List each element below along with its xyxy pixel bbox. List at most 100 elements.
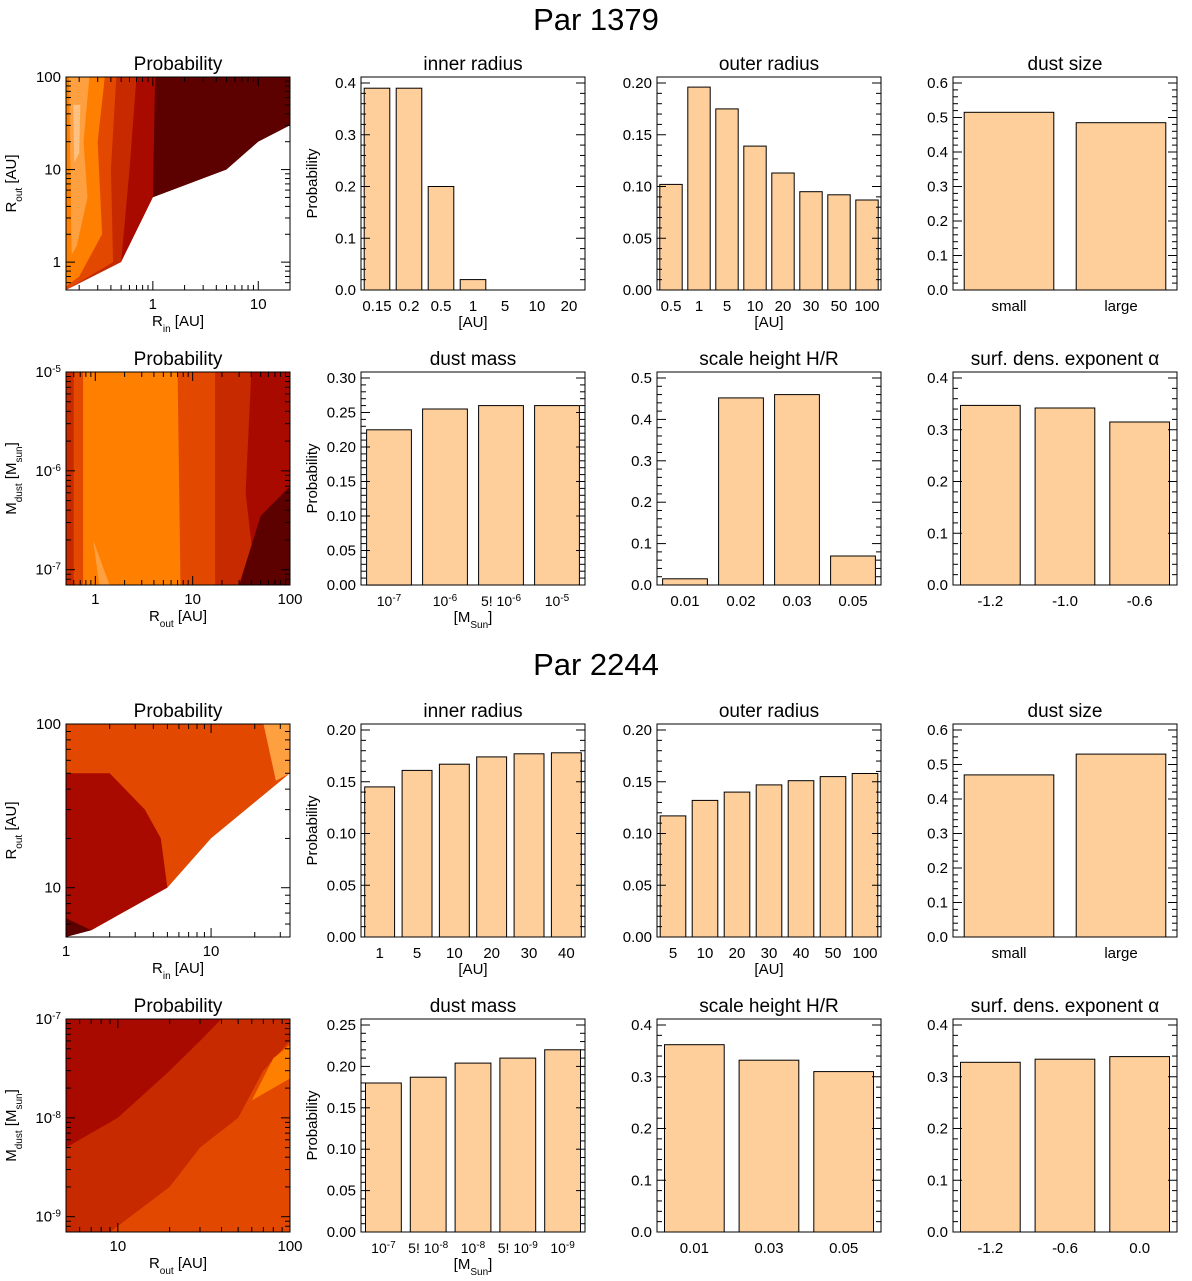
y-tick-label: 0.05: [327, 1183, 356, 1200]
panel-p2244-surf-dens: surf. dens. exponent α 0.0 0.1 0.2 0.3 0.4 -1.…: [927, 996, 1178, 1257]
plot-frame: [360, 1018, 586, 1233]
y-tick-label: 0.2: [927, 1121, 948, 1138]
y-tick-label: 0.15: [623, 774, 652, 791]
y-axis-label: Rout [AU]: [3, 801, 25, 859]
y-tick-label: 0.15: [327, 474, 356, 491]
bar: [963, 111, 1055, 291]
y-tick-label: 0.4: [927, 144, 948, 161]
bar: [691, 799, 719, 938]
bar: [755, 784, 783, 938]
y-tick-label: 0.4: [927, 370, 948, 387]
x-tick-label: 5: [501, 298, 509, 315]
y-axis-label: Rout [AU]: [3, 154, 25, 212]
panel-p2244-scale-height: scale height H/R 0.0 0.1 0.2 0.3 0.4 0.01 0.03 0…: [631, 996, 882, 1257]
y-tick-label: 0.3: [927, 179, 948, 196]
y-tick-label: 0.20: [327, 439, 356, 456]
bar: [550, 752, 582, 938]
panel-title: Probability: [134, 54, 223, 75]
y-tick-label: 0.3: [927, 826, 948, 843]
y-tick-label: 0.2: [927, 474, 948, 491]
x-tick-label: 10: [250, 296, 267, 313]
bar: [963, 774, 1055, 938]
x-tick-label: 30: [803, 298, 820, 315]
x-tick-label: 10: [184, 591, 201, 608]
y-tick-label: 0.1: [927, 1172, 948, 1189]
y-tick-label: 0.00: [327, 577, 356, 594]
y-tick-label: 0.5: [927, 757, 948, 774]
panel-p1379-prob-rout-mdust: Probability 1 10 100 10-7 10-6 10-5 Rout [AU] Md…: [3, 349, 303, 630]
y-tick-label: 10-6: [35, 462, 61, 480]
y-axis-label: Mdust [Msun]: [3, 442, 25, 515]
panel-p2244-prob-rout-mdust: Probability 10 100 10-9 10-8 10-7 Rout [AU] Mdu…: [3, 996, 303, 1277]
y-tick-label: 0.5: [631, 370, 652, 387]
x-tick-label: 5: [723, 298, 731, 315]
panel-p1379-surf-dens: surf. dens. exponent α 0.0 0.1 0.2 0.3 0.4 -1.…: [927, 349, 1178, 610]
x-tick-label: 0.2: [399, 298, 420, 315]
x-axis-label: Rin [AU]: [152, 960, 204, 982]
bar: [1034, 1058, 1096, 1233]
contour-area: [66, 724, 290, 937]
plot-frame: [952, 723, 1178, 938]
x-tick-label: -0.6: [1052, 1240, 1078, 1257]
y-tick-label: 0.00: [623, 282, 652, 299]
y-tick-label: 0.25: [327, 405, 356, 422]
y-tick-label: 0.05: [623, 230, 652, 247]
x-axis-label: [MSun]: [454, 609, 493, 631]
y-tick-label: 0.20: [623, 722, 652, 739]
x-tick-label: 5! 10-6: [481, 593, 521, 610]
bar: [851, 773, 879, 938]
y-tick-label: 0.20: [623, 75, 652, 92]
y-tick-label: 0.2: [631, 494, 652, 511]
y-tick-label: 0.2: [927, 213, 948, 230]
y-tick-label: 0.10: [623, 179, 652, 196]
bar: [454, 1062, 492, 1233]
panel-p2244-outer-radius: outer radius 0.00 0.05 0.10 0.15 0.20 5 10 20 30 4…: [623, 701, 882, 978]
y-tick-label: 0.3: [927, 422, 948, 439]
x-tick-label: large: [1104, 298, 1137, 315]
y-tick-label: 0.0: [631, 1224, 652, 1241]
y-tick-label: 0.0: [927, 929, 948, 946]
y-tick-label: 0.00: [623, 929, 652, 946]
x-tick-label: 0.03: [782, 593, 811, 610]
y-tick-label: 0.10: [327, 826, 356, 843]
x-tick-label: 30: [761, 945, 778, 962]
panel-p1379-dust-mass: dust mass 0.00 0.05 0.10 0.15 0.20 0.25 0.30 10-…: [304, 349, 586, 631]
x-tick-label: 5: [413, 945, 421, 962]
x-axis-label: [AU]: [754, 314, 783, 331]
y-tick-label: 0.1: [927, 248, 948, 265]
y-tick-label: 0.15: [327, 774, 356, 791]
plot-frame: [360, 723, 586, 938]
y-tick-label: 0.6: [927, 75, 948, 92]
bar: [723, 791, 751, 938]
y-axis-label: Mdust [Msun]: [3, 1089, 25, 1162]
y-tick-label: 0.20: [327, 1058, 356, 1075]
bar: [513, 753, 545, 938]
panel-title: dust size: [1028, 701, 1103, 722]
panel-p1379-scale-height: scale height H/R 0.0 0.1 0.2 0.3 0.4 0.5 0.01 0.…: [631, 349, 882, 610]
x-tick-label: 0.01: [680, 1240, 709, 1257]
contour-region: [66, 918, 92, 937]
contour-region: [251, 1044, 290, 1101]
x-tick-label: 100: [277, 1238, 302, 1255]
panel-title: scale height H/R: [699, 996, 838, 1017]
y-tick-label: 0.2: [631, 1121, 652, 1138]
y-tick-label: 0.2: [335, 179, 356, 196]
x-tick-label: 10-5: [545, 593, 570, 610]
bar: [774, 394, 820, 586]
contour-region: [73, 104, 81, 163]
y-tick-label: 0.25: [327, 1017, 356, 1034]
x-axis-label: [AU]: [458, 314, 487, 331]
x-tick-label: 10-7: [371, 1240, 396, 1257]
bar: [401, 769, 433, 938]
y-tick-label: 10-9: [35, 1208, 61, 1226]
x-tick-label: 10: [529, 298, 546, 315]
plot-frame: [656, 1018, 882, 1233]
panel-p1379-outer-radius: outer radius 0.00 0.05 0.10 0.15 0.20 0.5 1 5 10 2…: [623, 54, 882, 331]
x-tick-label: 0.05: [838, 593, 867, 610]
panel-title: inner radius: [423, 54, 522, 75]
bar: [743, 145, 767, 291]
y-tick-label: 0.10: [327, 508, 356, 525]
plot-frame: [952, 1018, 1178, 1233]
bar: [366, 429, 412, 586]
